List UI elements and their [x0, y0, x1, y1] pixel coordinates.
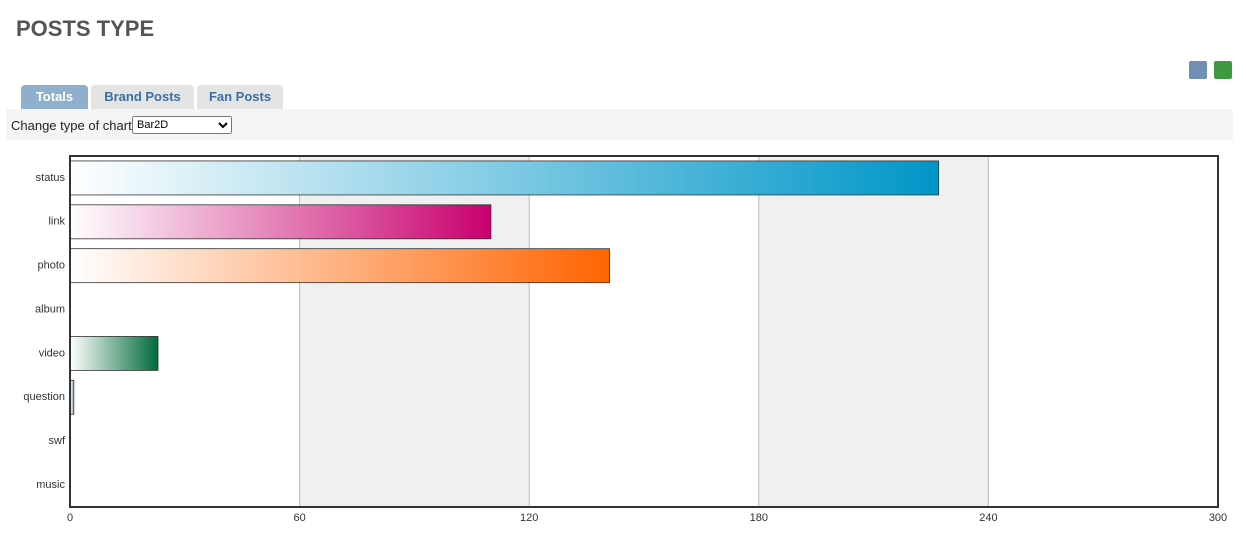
y-tick-label: link [48, 216, 65, 228]
excel-icon[interactable] [1214, 61, 1232, 79]
y-tick-label: question [23, 391, 65, 403]
y-tick-label: swf [49, 435, 66, 447]
bar [69, 160, 940, 196]
x-tick-label: 180 [750, 512, 768, 524]
tab[interactable]: Fan Posts [197, 85, 283, 109]
save-icon[interactable] [1189, 61, 1207, 79]
chart-type-label: Change type of chart: [11, 118, 136, 133]
tab[interactable]: Brand Posts [91, 85, 194, 109]
y-tick-label: album [35, 303, 65, 315]
x-tick-label: 0 [67, 512, 73, 524]
tab[interactable]: Totals [21, 85, 88, 109]
chart: 0 60 120 180 240 300 status link photo album video… [23, 155, 1227, 524]
x-tick-label: 120 [520, 512, 538, 524]
y-tick-label: video [39, 347, 65, 359]
chart-type-select[interactable]: Bar2D [132, 116, 232, 134]
y-tick-label: music [36, 479, 65, 491]
y-tick-label: photo [37, 260, 65, 272]
x-tick-label: 240 [979, 512, 997, 524]
x-tick-label: 60 [293, 512, 305, 524]
x-tick-label: 300 [1209, 512, 1227, 524]
bar [69, 248, 610, 284]
page-title: POSTS TYPE [16, 16, 155, 41]
bar [69, 336, 159, 371]
bar [69, 204, 492, 240]
y-tick-label: status [36, 172, 66, 184]
band [758, 156, 989, 507]
plot-frame [69, 155, 1219, 508]
